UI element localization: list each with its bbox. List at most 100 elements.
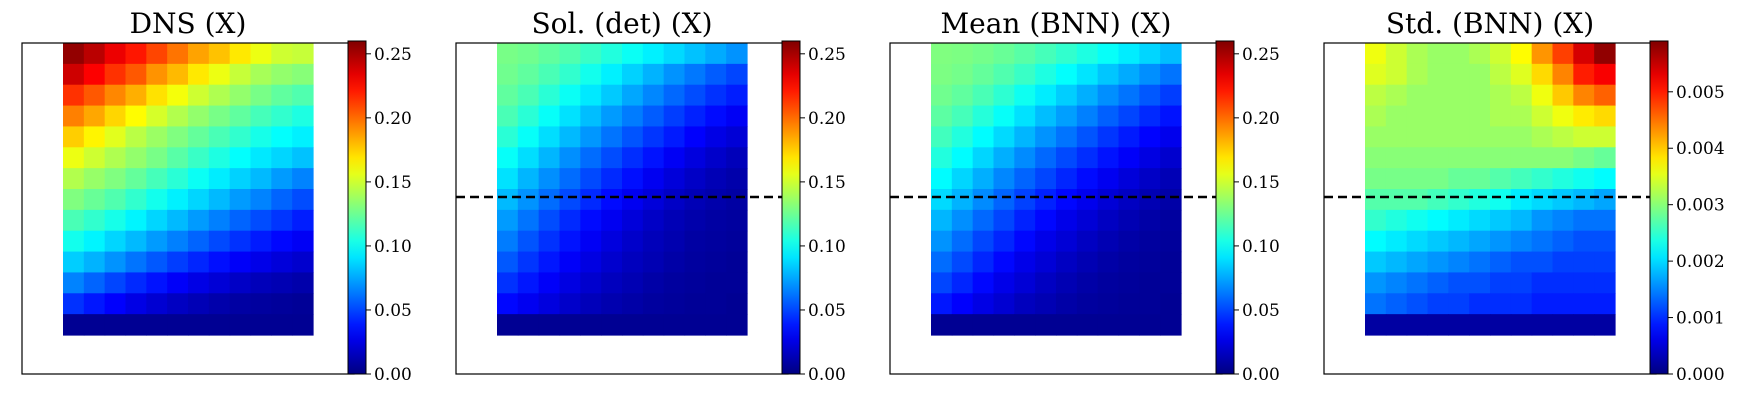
- heatmap-cell: [972, 209, 995, 232]
- heatmap-cell: [726, 293, 748, 315]
- heatmap-cell: [1406, 105, 1429, 128]
- heatmap-cell: [951, 43, 974, 65]
- heatmap-cell: [229, 84, 252, 107]
- heatmap-cell: [1510, 314, 1533, 336]
- heatmap-cell: [951, 251, 974, 274]
- colorbar-tick-label: 0.000: [1676, 365, 1725, 385]
- heatmap-cell: [63, 84, 85, 107]
- heatmap-cell: [229, 230, 252, 253]
- heatmap-cell: [622, 43, 644, 65]
- heatmap-cell: [1014, 147, 1036, 169]
- heatmap-cell: [1406, 43, 1429, 65]
- heatmap-cell: [601, 251, 623, 274]
- heatmap-cell: [125, 63, 147, 86]
- heatmap-cell: [146, 43, 168, 65]
- heatmap-cell: [1594, 126, 1616, 148]
- heatmap-cell: [1448, 84, 1470, 107]
- heatmap-cell: [538, 209, 561, 232]
- heatmap-cell: [1427, 293, 1449, 315]
- heatmap-cell: [63, 43, 85, 65]
- heatmap-cell: [538, 63, 561, 86]
- heatmap-cell: [559, 168, 581, 190]
- heatmap-cell: [931, 147, 953, 169]
- heatmap-cell: [1469, 272, 1491, 294]
- heatmap-cell: [705, 84, 727, 107]
- heatmap-cell: [292, 168, 314, 190]
- heatmap-cell: [1139, 272, 1161, 294]
- heatmap-cell: [167, 147, 189, 169]
- heatmap-cell: [125, 272, 147, 294]
- heatmap-cell: [1056, 272, 1078, 294]
- heatmap-cell: [1573, 209, 1595, 232]
- heatmap-cell: [1139, 314, 1161, 336]
- heatmap-cell: [642, 209, 665, 232]
- heatmap-cell: [1406, 293, 1429, 315]
- heatmap-cell: [229, 314, 252, 336]
- heatmap-cell: [726, 84, 748, 107]
- heatmap-cell: [642, 230, 665, 253]
- heatmap-cell: [292, 63, 314, 86]
- heatmap-cell: [1573, 63, 1595, 86]
- heatmap-cell: [1469, 43, 1491, 65]
- heatmap-cell: [1510, 293, 1533, 315]
- heatmap-cell: [1076, 84, 1099, 107]
- heatmap-cell: [63, 189, 85, 211]
- heatmap-cell: [538, 43, 561, 65]
- heatmap-cell: [1056, 43, 1078, 65]
- heatmap-cell: [1160, 84, 1182, 107]
- heatmap-cell: [1573, 230, 1595, 253]
- heatmap-cell: [622, 63, 644, 86]
- heatmap-cell: [1076, 147, 1099, 169]
- heatmap-cell: [1014, 272, 1036, 294]
- heatmap-cell: [1552, 314, 1574, 336]
- heatmap-cell: [271, 105, 293, 128]
- heatmap-cell: [1160, 314, 1182, 336]
- heatmap-cell: [705, 147, 727, 169]
- heatmap-cell: [125, 84, 147, 107]
- heatmap-cell: [167, 314, 189, 336]
- heatmap-cell: [972, 230, 995, 253]
- heatmap-cell: [188, 147, 210, 169]
- heatmap-cell: [146, 84, 168, 107]
- heatmap-cell: [1365, 43, 1387, 65]
- heatmap-cell: [1490, 209, 1512, 232]
- heatmap-cell: [1385, 84, 1408, 107]
- heatmap-cell: [1097, 168, 1120, 190]
- chart-title: Std. (BNN) (X): [1386, 7, 1594, 40]
- heatmap-cell: [1097, 251, 1120, 274]
- heatmap-cell: [1427, 272, 1449, 294]
- heatmap-cell: [146, 168, 168, 190]
- heatmap-cell: [292, 272, 314, 294]
- heatmap-cell: [250, 293, 272, 315]
- heatmap-cell: [167, 43, 189, 65]
- colorbar-tick-label: 0.001: [1676, 309, 1725, 329]
- heatmap-cell: [972, 147, 995, 169]
- heatmap-cell: [188, 168, 210, 190]
- heatmap-cell: [1014, 168, 1036, 190]
- heatmap-cell: [1035, 189, 1057, 211]
- heatmap-cell: [517, 63, 540, 86]
- heatmap-cell: [1139, 126, 1161, 148]
- heatmap-cell: [1097, 126, 1120, 148]
- heatmap-cell: [271, 189, 293, 211]
- heatmap-cell: [1139, 147, 1161, 169]
- heatmap-cell: [497, 230, 519, 253]
- heatmap-cell: [1406, 84, 1429, 107]
- heatmap-cell: [931, 230, 953, 253]
- heatmap-cell: [271, 43, 293, 65]
- heatmap-cell: [271, 230, 293, 253]
- heatmap-cell: [972, 168, 995, 190]
- heatmap-cell: [104, 63, 127, 86]
- heatmap-cell: [229, 126, 252, 148]
- heatmap-cell: [580, 147, 602, 169]
- heatmap-cell: [1118, 209, 1140, 232]
- heatmap-cell: [1594, 251, 1616, 274]
- heatmap-cell: [208, 63, 231, 86]
- heatmap-cell: [993, 189, 1015, 211]
- heatmap-cell: [125, 43, 147, 65]
- heatmap-cell: [1056, 314, 1078, 336]
- heatmap-cell: [167, 84, 189, 107]
- heatmap-cell: [1365, 126, 1387, 148]
- heatmap-cell: [1035, 63, 1057, 86]
- heatmap-cell: [1160, 189, 1182, 211]
